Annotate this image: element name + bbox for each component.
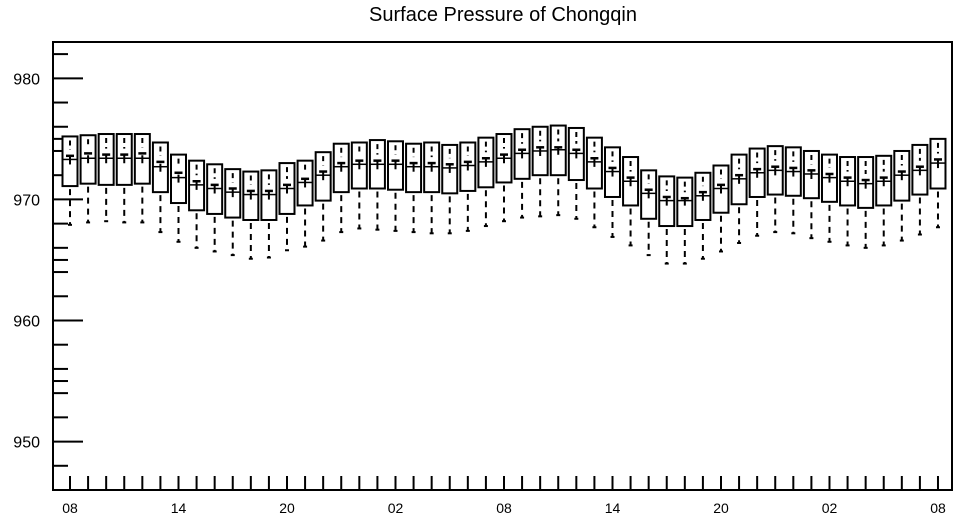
- x-tick-label: 08: [496, 500, 512, 516]
- plot-frame: [52, 41, 953, 491]
- y-tick-label: 960: [13, 313, 40, 330]
- x-tick-label: 02: [822, 500, 838, 516]
- x-tick-label: 20: [713, 500, 729, 516]
- y-axis: 950 960 970 980: [13, 53, 83, 467]
- y-tick-label: 950: [13, 435, 40, 452]
- x-axis: 08 14 20 02 08 14 20 02 08: [62, 476, 946, 516]
- x-tick-label: 14: [605, 500, 621, 516]
- x-tick-label: 14: [171, 500, 187, 516]
- x-tick-label: 08: [62, 500, 78, 516]
- y-tick-label: 970: [13, 192, 40, 209]
- y-tick-label: 980: [13, 71, 40, 88]
- x-tick-label: 08: [930, 500, 946, 516]
- chart-title: Surface Pressure of Chongqin: [369, 4, 637, 26]
- box-series: [61, 124, 947, 265]
- x-tick-label: 20: [279, 500, 295, 516]
- x-tick-label: 02: [388, 500, 404, 516]
